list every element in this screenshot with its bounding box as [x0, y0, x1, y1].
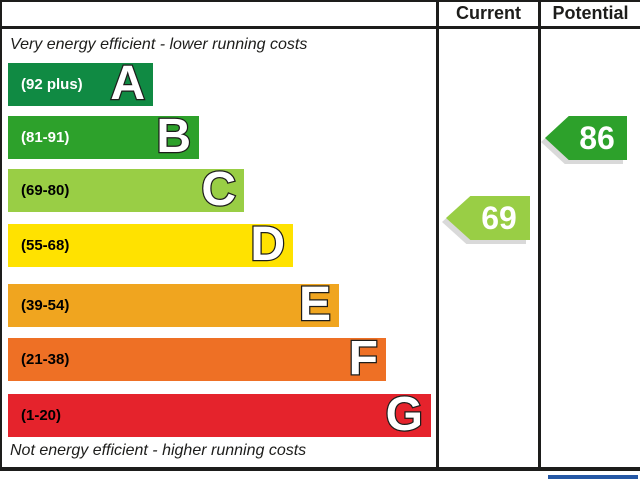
band-g: (1-20) G — [8, 388, 431, 441]
potential-rating-arrow: 86 — [545, 116, 627, 160]
left-border — [0, 0, 2, 470]
potential-column-divider — [538, 0, 541, 470]
band-d: (55-68) D — [8, 218, 293, 271]
top-caption: Very energy efficient - lower running co… — [10, 36, 308, 53]
band-b-range-label: (81-91) — [21, 129, 70, 146]
band-a: (92 plus) A — [8, 57, 153, 110]
band-d-letter: D — [249, 218, 286, 271]
current-rating-arrow: 69 — [446, 196, 530, 240]
band-g-range-label: (1-20) — [21, 407, 62, 424]
band-b-letter: B — [155, 110, 192, 163]
band-f: (21-38) F — [8, 332, 386, 385]
band-c-letter: C — [200, 163, 237, 216]
bottom-caption: Not energy efficient - higher running co… — [10, 442, 307, 459]
current-rating-value: 69 — [481, 199, 517, 236]
potential-column-header: Potential — [552, 3, 629, 23]
band-e-letter: E — [298, 278, 333, 331]
current-column-header: Current — [455, 3, 521, 23]
band-f-letter: F — [347, 332, 379, 385]
potential-rating-arrow-shape: 86 — [545, 116, 627, 160]
band-a-range-label: (92 plus) — [21, 76, 83, 93]
band-b: (81-91) B — [8, 110, 199, 163]
eu-directive-box-edge — [548, 475, 638, 479]
band-e: (39-54) E — [8, 278, 339, 331]
band-g-letter: G — [384, 388, 424, 441]
band-e-range-label: (39-54) — [21, 297, 70, 314]
top-border — [0, 0, 640, 2]
current-rating-arrow-shape: 69 — [446, 196, 530, 240]
band-c: (69-80) C — [8, 163, 244, 216]
current-column-divider — [436, 0, 439, 470]
band-c-range-label: (69-80) — [21, 182, 70, 199]
band-f-range-label: (21-38) — [21, 351, 70, 368]
header-bottom-border — [0, 26, 640, 29]
band-a-letter: A — [109, 57, 146, 110]
band-d-range-label: (55-68) — [21, 237, 70, 254]
potential-rating-value: 86 — [579, 119, 615, 156]
chart-bottom-border — [0, 467, 640, 471]
